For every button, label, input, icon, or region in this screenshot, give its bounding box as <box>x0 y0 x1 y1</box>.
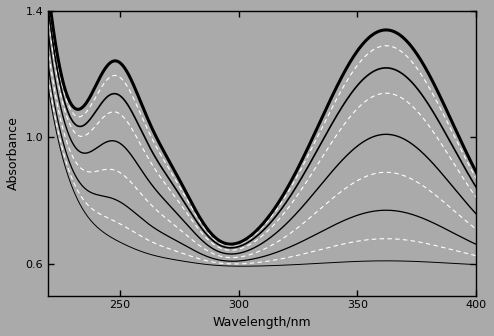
Y-axis label: Absorbance: Absorbance <box>7 116 20 190</box>
X-axis label: Wavelength/nm: Wavelength/nm <box>213 316 312 329</box>
